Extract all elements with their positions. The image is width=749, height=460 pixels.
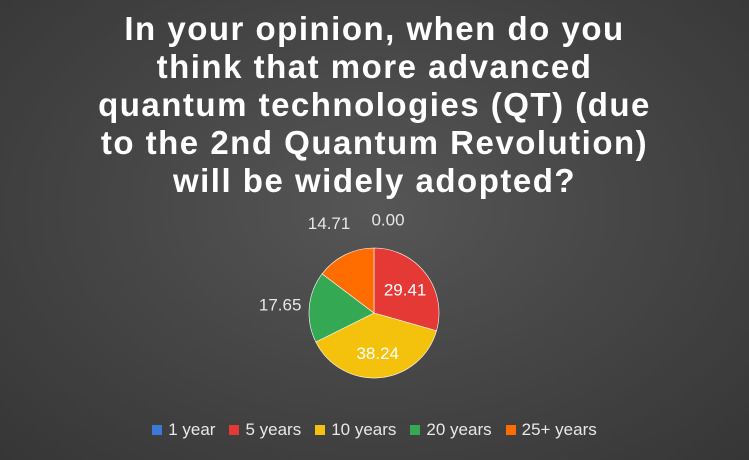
legend: 1 year 5 years 10 years 20 years 25+ yea… (0, 420, 749, 440)
legend-swatch (410, 425, 421, 435)
chart-title-line: think that more advanced (156, 48, 593, 85)
pie-slice-5-years (373, 247, 440, 332)
legend-item-10-years: 10 years (315, 420, 396, 440)
legend-item-5-years: 5 years (229, 420, 301, 440)
pie-slice-20-years (308, 273, 375, 343)
legend-swatch (152, 425, 163, 435)
chart-title: In your opinion, when do you think that … (0, 10, 749, 200)
chart-title-line: In your opinion, when do you (124, 10, 625, 47)
legend-label: 1 year (168, 420, 216, 439)
pie-slice-25-plus-years (321, 247, 375, 314)
legend-item-20-years: 20 years (410, 420, 492, 440)
data-label-20-years: 17.65 (259, 295, 302, 314)
chart-title-line: quantum technologies (QT) (due (98, 86, 651, 123)
legend-item-1-year: 1 year (152, 420, 215, 440)
legend-label: 5 years (245, 420, 302, 439)
legend-swatch (315, 425, 326, 435)
legend-swatch (505, 425, 516, 435)
legend-swatch (229, 425, 240, 435)
chart-title-line: to the 2nd Quantum Revolution) (100, 124, 649, 161)
chart-title-line: will be widely adopted? (172, 162, 577, 199)
data-label-5-years: 29.41 (384, 280, 427, 299)
data-label-1-year: 0.00 (371, 210, 404, 229)
legend-item-25-plus-years: 25+ years (505, 420, 597, 440)
legend-label: 10 years (331, 420, 397, 439)
data-label-25-plus-years: 14.71 (308, 214, 351, 233)
legend-label: 25+ years (521, 420, 597, 439)
legend-label: 20 years (426, 420, 492, 439)
pie-slice-10-years (315, 312, 437, 379)
data-label-10-years: 38.24 (356, 344, 399, 363)
